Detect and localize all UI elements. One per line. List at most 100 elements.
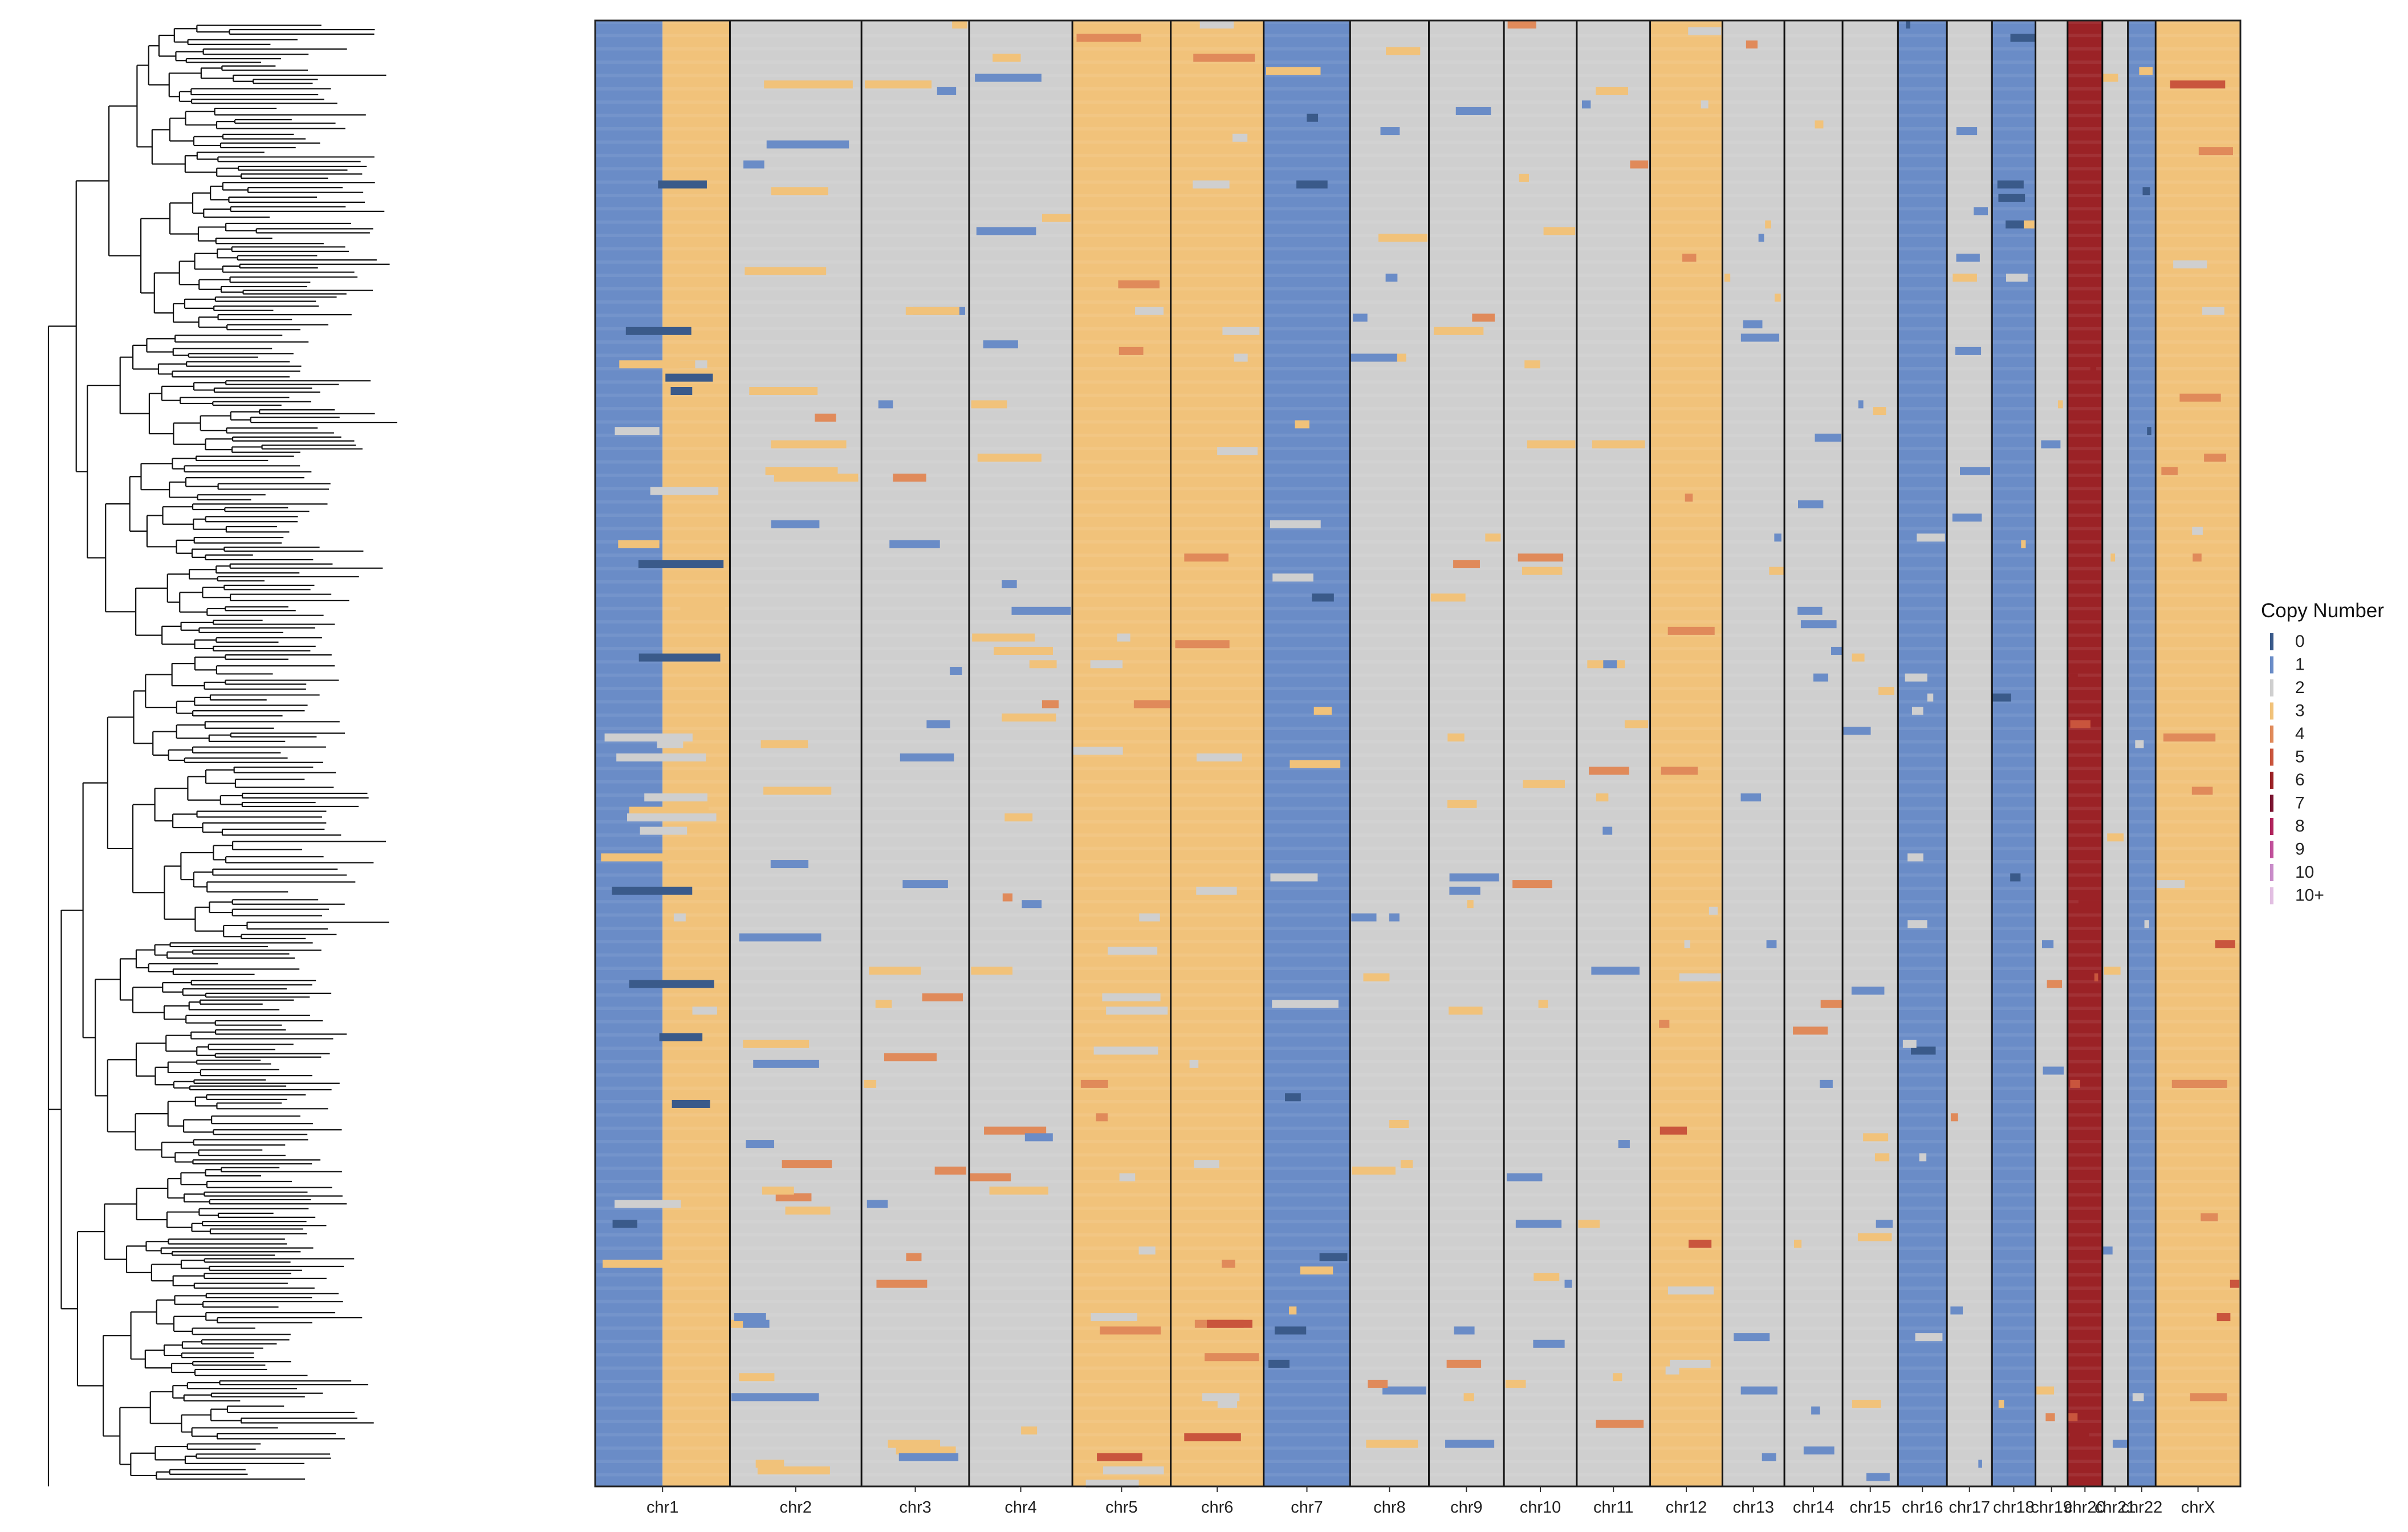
heatmap-segment [1774,294,1781,302]
heatmap-block-chr15 [1842,21,1898,1486]
heatmap-segment [1445,1440,1495,1448]
heatmap-segment [900,753,954,762]
heatmap-block-chr9 [1429,21,1504,1486]
heatmap-segment [971,400,1007,409]
heatmap-segment [1272,573,1313,582]
heatmap-segment [1447,733,1465,741]
chromosome-axis-labels: chr1 chr2 chr3 chr4 chr5 chr6 chr7 chr8 chr9 chr1… [646,1486,2215,1517]
heatmap-segment [1447,800,1477,808]
heatmap-row-shade [595,74,2240,78]
heatmap-row-shade [595,780,2240,784]
heatmap-segment [640,826,688,835]
heatmap-segment [975,74,1042,82]
heatmap-segment [972,633,1035,642]
heatmap-segment [739,1373,775,1382]
heatmap-row-shade [595,500,2240,504]
heatmap-segment [638,560,724,568]
heatmap-segment [746,1140,775,1148]
heatmap-segment [1618,1140,1630,1148]
heatmap-segment-variation [601,21,2240,1488]
heatmap-segment [1272,1000,1326,1008]
heatmap-segment [876,1280,928,1288]
heatmap-segment [616,753,706,762]
heatmap-frame [594,19,2242,1488]
heatmap-row-shade [595,1099,2240,1103]
heatmap-row-shade [595,700,2240,704]
chromosome-label-chr15: chr15 [1849,1498,1891,1517]
heatmap-segment [1709,906,1718,915]
heatmap-segment [2036,1386,2055,1395]
heatmap-segment [1519,173,1529,182]
heatmap-segment [2110,553,2116,562]
chromosome-label-chr6: chr6 [1201,1498,1233,1517]
heatmap-segment [1296,180,1328,189]
heatmap-segment [1234,353,1248,362]
heatmap-segment [1270,67,1305,75]
heatmap-segment [1295,420,1309,429]
heatmap-segment [625,327,692,335]
heatmap-segment [1029,660,1057,669]
heatmap-segment [739,933,821,942]
heatmap-row-shade [595,514,2240,517]
heatmap-segment [896,1446,956,1454]
heatmap-segment [1080,1079,1108,1088]
heatmap-segment [1385,274,1398,282]
heatmap-segment [2230,1280,2240,1288]
heatmap-row-shade [595,1073,2240,1077]
heatmap-segment [864,1079,877,1088]
heatmap-row-shade [595,21,2240,24]
heatmap-segment [2102,74,2118,82]
heatmap-row-shade [595,1086,2240,1090]
heatmap-segment [755,1460,784,1468]
heatmap-row-shade [595,1326,2240,1330]
heatmap-row-shade [595,1166,2240,1170]
legend-label-0: 0 [2295,632,2305,651]
heatmap-segment [638,653,721,662]
heatmap-segment [1108,947,1158,955]
dendrogram-branches [47,25,397,1486]
heatmap-segment [1389,1120,1409,1128]
heatmap-segment [893,473,926,482]
heatmap-row-shade [595,1020,2240,1024]
heatmap-segment [1665,1366,1679,1375]
heatmap-segment [1524,360,1540,369]
heatmap-segment [1952,514,1982,522]
heatmap-segment [937,87,957,95]
heatmap-segment [604,733,693,741]
heatmap-segment [615,427,660,435]
legend-label-1: 1 [2295,655,2305,674]
heatmap-segment [1011,606,1071,615]
heatmap-segment [1667,1286,1714,1295]
heatmap-block-chr11 [1576,21,1650,1486]
heatmap-segment [1193,54,1255,62]
heatmap-segment [2021,540,2026,548]
heatmap-segment [1389,913,1400,922]
heatmap-segment [644,793,707,802]
heatmap-segment [1506,1173,1543,1181]
heatmap-segment [1603,660,1617,669]
heatmap-segment [888,1440,941,1448]
heatmap-row-shade [595,833,2240,837]
heatmap-segment [1351,353,1397,362]
heatmap-segment [731,1393,819,1401]
heatmap-row-shade [595,767,2240,771]
heatmap-row-shade [595,1140,2240,1143]
heatmap-segment [1100,1326,1161,1335]
heatmap-segment [1093,1046,1158,1055]
heatmap-row-shade [595,580,2240,584]
heatmap-segment [1682,254,1697,262]
chromosome-label-chrX: chrX [2181,1498,2215,1517]
heatmap-segment [1352,1166,1396,1175]
heatmap-row-shade [595,487,2240,491]
heatmap-segment [1902,1040,1917,1048]
heatmap-segment [1950,1306,1963,1315]
legend-label-6: 6 [2295,771,2305,789]
chromosome-label-chr8: chr8 [1373,1498,1405,1517]
chromosome-label-chr19: chr19 [2031,1498,2072,1517]
heatmap-segment [2157,880,2185,889]
heatmap-segment [1915,1333,1943,1342]
heatmap-row-shade [595,926,2240,930]
heatmap-row-shade [595,153,2240,157]
heatmap-segment [1217,1400,1238,1408]
heatmap-row-shade [595,940,2240,944]
